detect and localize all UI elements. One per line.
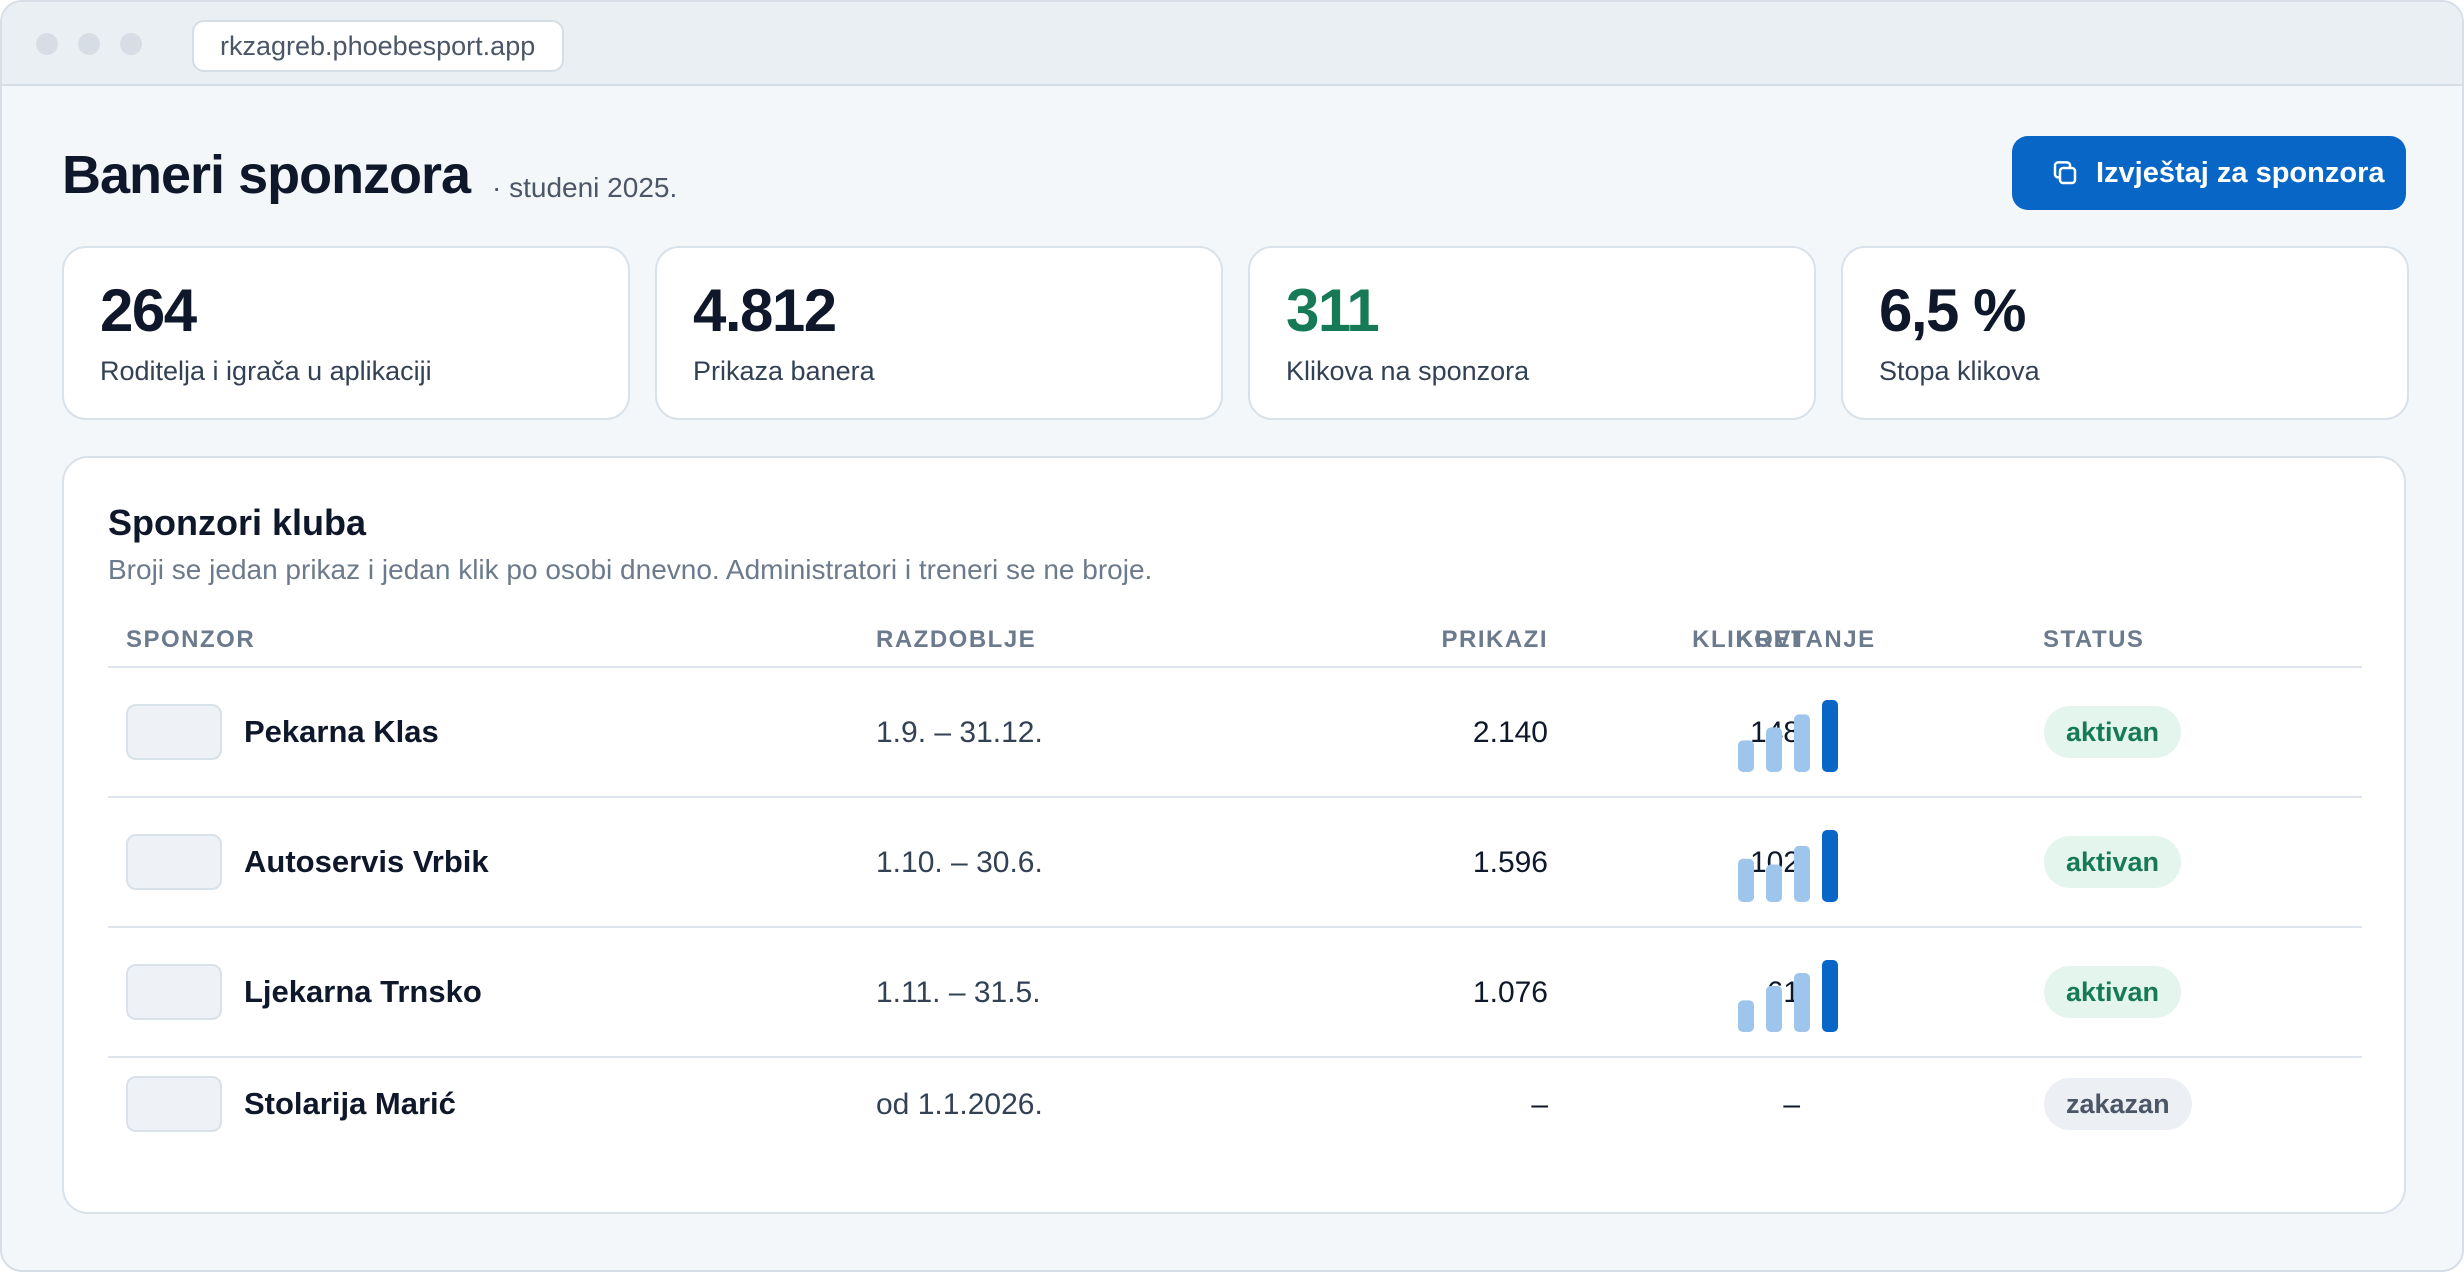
table-divider bbox=[108, 666, 2362, 668]
window-maximize-dot[interactable] bbox=[120, 33, 142, 55]
sponsor-report-button-label: Izvještaj za sponzora bbox=[2096, 156, 2385, 189]
sponsor-views: 1.596 bbox=[1472, 846, 1548, 879]
status-badge: aktivan bbox=[2044, 706, 2182, 758]
sponsor-name: Pekarna Klas bbox=[244, 714, 439, 749]
sponsor-views: 2.140 bbox=[1472, 716, 1548, 749]
stat-card-clicks: 311 Klikova na sponzora bbox=[1248, 246, 1816, 420]
sponsor-period: 1.10. – 30.6. bbox=[876, 846, 1043, 879]
stat-label: Klikova na sponzora bbox=[1286, 356, 1530, 386]
trend-sparkbars bbox=[1738, 700, 1838, 772]
trend-bar bbox=[1738, 740, 1754, 772]
trend-bar bbox=[1794, 972, 1810, 1032]
table-row[interactable]: Pekarna Klas 1.9. – 31.12. 2.140 148 akt… bbox=[108, 668, 2362, 796]
stat-label: Roditelja i igrača u aplikaciji bbox=[100, 356, 432, 386]
sponsor-logo-placeholder bbox=[126, 704, 222, 760]
stat-value: 6,5 % bbox=[1879, 277, 2026, 344]
address-bar[interactable]: rkzagreb.phoebesport.app bbox=[192, 20, 564, 72]
stat-card-users: 264 Roditelja i igrača u aplikaciji bbox=[62, 246, 630, 420]
sponsors-panel: Sponzori kluba Broji se jedan prikaz i j… bbox=[62, 456, 2406, 1214]
stat-value: 264 bbox=[100, 277, 197, 344]
status-badge: zakazan bbox=[2044, 1078, 2192, 1130]
sponsor-logo-placeholder bbox=[126, 834, 222, 890]
page-title: Baneri sponzora bbox=[62, 145, 471, 205]
column-header-trend[interactable]: KRETANJE bbox=[1736, 626, 1876, 653]
stat-card-impressions: 4.812 Prikaza banera bbox=[655, 246, 1223, 420]
status-badge: aktivan bbox=[2044, 966, 2182, 1018]
stat-card-click-rate: 6,5 % Stopa klikova bbox=[1841, 246, 2409, 420]
sponsor-logo-placeholder bbox=[126, 964, 222, 1020]
sponsor-views: 1.076 bbox=[1472, 976, 1548, 1009]
browser-titlebar: rkzagreb.phoebesport.app bbox=[2, 2, 2462, 86]
sponsor-report-button[interactable]: Izvještaj za sponzora bbox=[2012, 136, 2406, 210]
stat-value: 311 bbox=[1286, 277, 1380, 344]
sponsor-logo-placeholder bbox=[126, 1076, 222, 1132]
trend-bar bbox=[1822, 700, 1838, 772]
trend-bar bbox=[1766, 864, 1782, 902]
sponsor-views: – bbox=[1531, 1088, 1548, 1121]
trend-bar bbox=[1766, 727, 1782, 772]
column-header-status[interactable]: STATUS bbox=[2043, 626, 2145, 653]
table-divider bbox=[108, 1056, 2362, 1058]
trend-bar bbox=[1738, 1000, 1754, 1032]
window-close-dot[interactable] bbox=[36, 33, 58, 55]
sponsor-period: 1.11. – 31.5. bbox=[876, 976, 1041, 1009]
table-divider bbox=[108, 796, 2362, 798]
column-header-period[interactable]: RAZDOBLJE bbox=[876, 626, 1037, 653]
stat-label: Stopa klikova bbox=[1879, 356, 2040, 386]
window-minimize-dot[interactable] bbox=[78, 33, 100, 55]
sponsor-name: Ljekarna Trnsko bbox=[244, 974, 482, 1009]
trend-bar bbox=[1738, 858, 1754, 902]
column-header-sponsor[interactable]: SPONZOR bbox=[126, 626, 256, 653]
trend-bar bbox=[1822, 960, 1838, 1032]
table-row[interactable]: Stolarija Marić od 1.1.2026. – – zakazan bbox=[108, 1040, 2362, 1168]
trend-sparkbars bbox=[1738, 960, 1838, 1032]
sponsor-name: Stolarija Marić bbox=[244, 1086, 456, 1121]
stat-label: Prikaza banera bbox=[693, 356, 875, 386]
sponsor-period: 1.9. – 31.12. bbox=[876, 716, 1043, 749]
sponsors-panel-title: Sponzori kluba bbox=[108, 502, 367, 543]
trend-bar bbox=[1766, 985, 1782, 1032]
table-row[interactable]: Autoservis Vrbik 1.10. – 30.6. 1.596 102… bbox=[108, 798, 2362, 926]
sponsor-clicks: – bbox=[1783, 1088, 1800, 1121]
trend-sparkbars bbox=[1738, 830, 1838, 902]
trend-bar bbox=[1794, 845, 1810, 902]
copy-icon bbox=[2053, 161, 2077, 185]
status-badge: aktivan bbox=[2044, 836, 2182, 888]
column-header-clicks[interactable]: KLIKOVI bbox=[1692, 626, 1800, 653]
page-subtitle: · studeni 2025. bbox=[492, 172, 678, 203]
sponsor-period: od 1.1.2026. bbox=[876, 1088, 1043, 1121]
table-row[interactable]: Ljekarna Trnsko 1.11. – 31.5. 1.076 61 a… bbox=[108, 928, 2362, 1056]
trend-bar bbox=[1822, 830, 1838, 902]
trend-bar bbox=[1794, 714, 1810, 772]
stat-value: 4.812 bbox=[693, 277, 837, 344]
column-header-views[interactable]: PRIKAZI bbox=[1441, 626, 1548, 653]
table-divider bbox=[108, 926, 2362, 928]
sponsor-name: Autoservis Vrbik bbox=[244, 844, 489, 879]
sponsors-panel-description: Broji se jedan prikaz i jedan klik po os… bbox=[108, 554, 1153, 585]
